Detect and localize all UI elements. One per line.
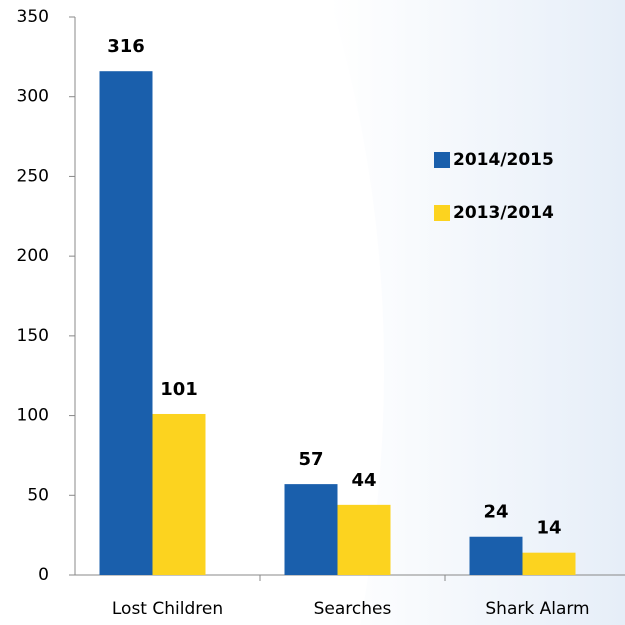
bar (284, 484, 338, 575)
y-tick-label: 50 (27, 485, 49, 505)
x-tick-label: Lost Children (112, 599, 223, 619)
bar (99, 71, 153, 575)
legend-swatch (434, 152, 450, 168)
y-tick-label: 200 (17, 246, 49, 266)
y-tick-label: 0 (38, 565, 49, 585)
bar (522, 552, 576, 575)
data-label: 101 (160, 379, 198, 400)
data-label: 57 (298, 449, 323, 470)
background-shape (330, 0, 625, 625)
bar (469, 536, 523, 575)
legend-label: 2014/2015 (453, 150, 554, 170)
y-tick-label: 300 (17, 87, 49, 107)
data-label: 44 (351, 470, 376, 491)
bar (152, 413, 206, 575)
x-tick-label: Searches (314, 599, 392, 619)
y-tick-label: 150 (17, 326, 49, 346)
bar (337, 504, 391, 575)
data-label: 14 (536, 518, 561, 539)
legend-label: 2013/2014 (453, 203, 554, 223)
data-label: 316 (107, 36, 145, 57)
legend-swatch (434, 205, 450, 221)
data-label: 24 (483, 502, 508, 523)
y-tick-label: 350 (17, 7, 49, 27)
y-tick-label: 250 (17, 166, 49, 186)
y-tick-label: 100 (17, 406, 49, 426)
x-tick-label: Shark Alarm (485, 599, 589, 619)
